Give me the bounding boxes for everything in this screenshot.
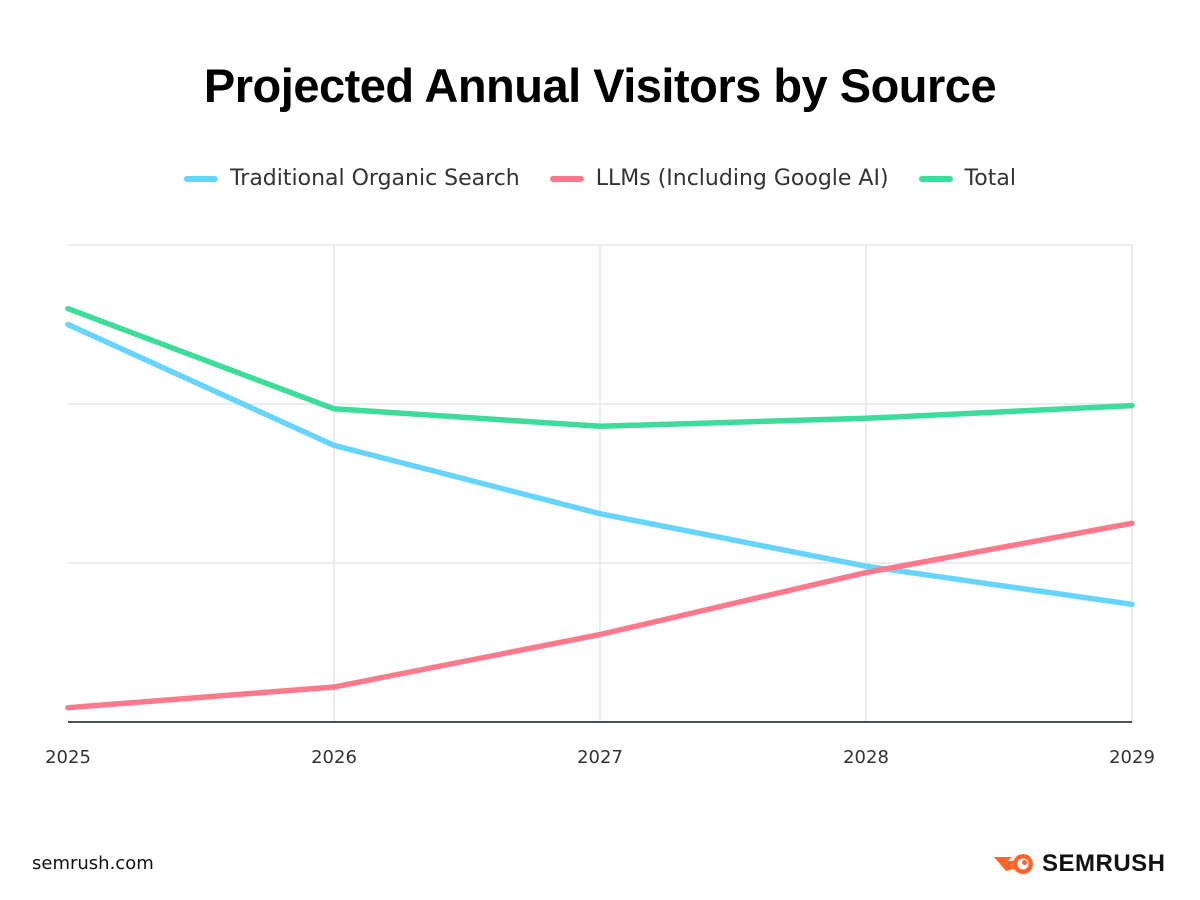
legend-item-total: Total (918, 166, 1016, 191)
legend-label-total: Total (964, 166, 1016, 191)
footer-site: semrush.com (32, 853, 154, 874)
logo-text: SEMRUSH (1042, 850, 1166, 877)
semrush-fireball-icon (994, 854, 1033, 874)
legend-swatch-llms (549, 175, 584, 182)
x-tick-label: 2028 (843, 747, 889, 768)
x-tick-label: 2025 (45, 747, 91, 768)
x-tick-label: 2027 (577, 747, 623, 768)
legend-item-organic: Traditional Organic Search (184, 166, 520, 191)
legend-swatch-total (918, 175, 953, 182)
semrush-logo: SEMRUSH (992, 850, 1166, 878)
line-chart: 2025 2026 2027 2028 2029 (45, 244, 1155, 768)
chart-title: Projected Annual Visitors by Source (203, 59, 997, 112)
legend-item-llms: LLMs (Including Google AI) (549, 166, 889, 191)
x-tick-label: 2026 (311, 747, 357, 768)
legend-swatch-organic (184, 175, 219, 182)
x-tick-label: 2029 (1109, 747, 1155, 768)
legend: Traditional Organic Search LLMs (Includi… (0, 166, 1200, 191)
legend-label-llms: LLMs (Including Google AI) (595, 166, 889, 191)
legend-label-organic: Traditional Organic Search (230, 166, 520, 191)
